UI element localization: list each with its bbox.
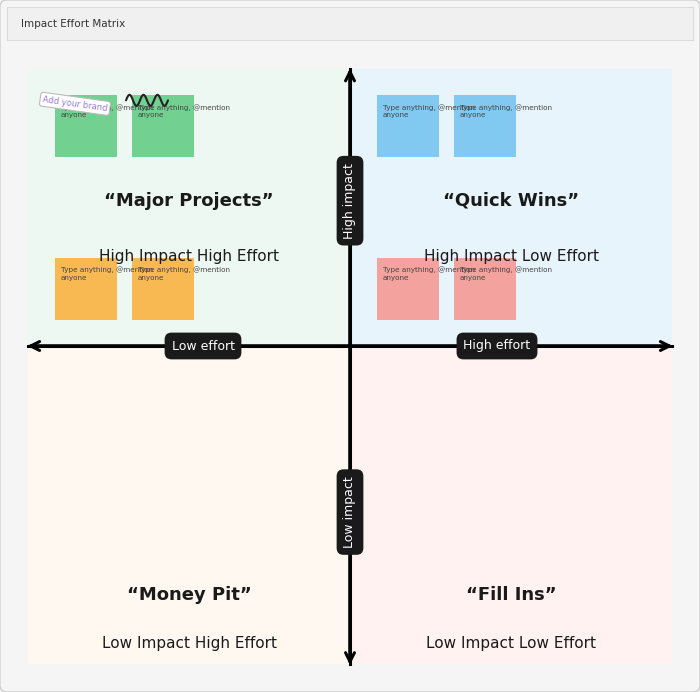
FancyBboxPatch shape — [377, 95, 439, 157]
Bar — [350, 69, 672, 346]
Text: Type anything, @mention
anyone: Type anything, @mention anyone — [138, 104, 230, 118]
Text: High effort: High effort — [463, 340, 531, 352]
Bar — [350, 346, 672, 664]
Text: Type anything, @mention
anyone: Type anything, @mention anyone — [61, 266, 153, 281]
Text: Type anything, @mention
anyone: Type anything, @mention anyone — [460, 266, 552, 281]
Text: Type anything, @mention
anyone: Type anything, @mention anyone — [61, 104, 153, 118]
Text: Low Impact Low Effort: Low Impact Low Effort — [426, 636, 596, 651]
Text: Low effort: Low effort — [172, 340, 234, 352]
FancyBboxPatch shape — [55, 258, 117, 320]
Text: High Impact High Effort: High Impact High Effort — [99, 248, 279, 264]
Text: Low impact: Low impact — [344, 476, 356, 548]
Text: “Money Pit”: “Money Pit” — [127, 586, 251, 604]
Bar — [28, 69, 350, 346]
Text: Type anything, @mention
anyone: Type anything, @mention anyone — [383, 266, 475, 281]
Text: High impact: High impact — [344, 163, 356, 239]
FancyBboxPatch shape — [454, 95, 516, 157]
FancyBboxPatch shape — [454, 258, 516, 320]
Text: Type anything, @mention
anyone: Type anything, @mention anyone — [383, 104, 475, 118]
FancyBboxPatch shape — [7, 7, 693, 40]
FancyBboxPatch shape — [377, 258, 439, 320]
Text: “Quick Wins”: “Quick Wins” — [443, 192, 579, 210]
Text: Low Impact High Effort: Low Impact High Effort — [102, 636, 276, 651]
Text: Add your brand: Add your brand — [42, 95, 108, 113]
Text: “Major Projects”: “Major Projects” — [104, 192, 274, 210]
FancyBboxPatch shape — [55, 95, 117, 157]
FancyBboxPatch shape — [132, 258, 194, 320]
Bar — [28, 346, 350, 664]
Text: “Fill Ins”: “Fill Ins” — [466, 586, 556, 604]
Text: High Impact Low Effort: High Impact Low Effort — [424, 248, 598, 264]
Text: Type anything, @mention
anyone: Type anything, @mention anyone — [460, 104, 552, 118]
FancyBboxPatch shape — [132, 95, 194, 157]
Text: Impact Effort Matrix: Impact Effort Matrix — [21, 19, 125, 28]
Text: Type anything, @mention
anyone: Type anything, @mention anyone — [138, 266, 230, 281]
